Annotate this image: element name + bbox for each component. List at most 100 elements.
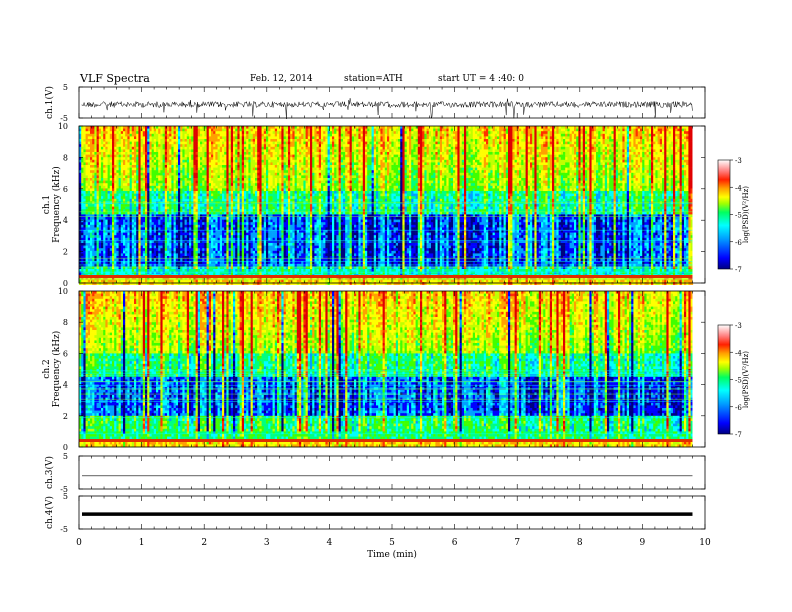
spectro-cell [114,237,117,241]
spectro-cell [116,139,119,142]
spectro-cell [191,243,194,246]
spectro-cell [83,204,86,207]
spectro-cell [156,230,159,233]
spectro-cell [107,191,111,194]
spectro-cell [94,201,97,205]
spectro-cell [116,128,119,132]
spectro-cell [125,209,128,213]
spectro-cell [129,196,133,200]
spectro-cell [101,201,104,205]
spectro-cell [140,230,144,233]
spectro-cell [189,232,192,236]
spectro-cell [173,261,177,265]
spectro-cell [81,191,84,194]
spectro-cell [103,237,106,241]
spectro-cell [202,204,205,207]
spectro-cell [180,149,183,153]
spectro-cell [98,211,102,215]
spectro-cell [79,139,82,142]
spectro-cell [105,175,108,179]
spectro-cell [167,178,170,181]
spectro-cell [160,245,163,249]
spectro-cell [241,201,245,205]
spectro-cell [244,133,247,137]
spectro-cell [105,157,108,161]
spectro-cell [129,248,133,252]
spectro-cell [107,279,111,283]
spectro-cell [195,222,199,226]
spectro-cell [160,248,163,252]
spectro-cell [182,198,185,202]
spectro-cell [193,227,196,231]
spectro-cell [127,248,130,252]
spectro-cell [123,271,126,275]
spectro-cell [125,196,128,200]
spectro-cell [226,269,229,272]
spectro-cell [96,209,100,213]
spectro-cell [208,165,212,168]
spectro-cell [98,219,102,223]
spectro-cell [79,206,82,210]
spectro-cell [175,258,179,262]
spectro-cell [208,146,212,150]
spectro-cell [173,201,177,205]
spectro-cell [208,217,212,220]
spectro-cell [85,271,89,275]
spectro-cell [81,170,84,174]
spectro-cell [173,183,177,187]
spectro-cell [129,230,133,233]
spectro-cell [206,178,210,181]
spectro-cell [125,126,128,129]
spectro-cell [90,162,93,166]
spectro-cell [171,230,174,233]
spectro-cell [134,227,137,231]
spectro-cell [160,209,163,213]
spectro-cell [206,276,210,280]
spectro-cell [134,211,137,215]
spectro-cell [182,279,185,283]
spectro-cell [116,282,119,285]
spectro-cell [160,193,163,197]
spectro-cell [85,196,89,200]
spectro-cell [125,167,128,171]
spectro-cell [136,279,139,283]
spectro-cell [186,170,190,174]
spectro-cell [250,139,254,142]
spectro-cell [149,139,152,142]
spectro-cell [219,258,223,262]
spectro-cell [193,136,196,140]
spectro-cell [239,222,243,226]
spectro-cell [222,214,225,218]
spectro-cell [180,271,183,275]
spectro-cell [136,131,139,135]
spectro-cell [114,157,117,161]
spectro-cell [186,253,190,257]
spectro-cell [235,185,238,189]
spectro-cell [81,256,84,259]
spectro-cell [90,131,93,135]
spectro-cell [219,188,223,192]
spectro-cell [162,170,166,174]
spectro-cell [204,131,207,135]
spectro-cell [237,237,240,241]
spectro-cell [197,243,201,246]
spectro-cell [147,263,150,267]
spectro-cell [101,245,104,249]
spectro-cell [233,214,236,218]
spectro-cell [197,263,201,267]
spectro-cell [136,217,139,220]
spectro-cell [184,282,188,285]
spectro-cell [87,167,91,171]
spectro-cell [138,227,141,231]
spectro-cell [103,131,106,135]
spectro-cell [116,183,119,187]
spectro-cell [241,167,245,171]
spectro-cell [167,224,170,228]
spectro-cell [116,198,119,202]
spectro-cell [189,266,192,270]
spectro-cell [164,248,168,252]
spectro-cell [83,183,86,187]
spectro-cell [101,198,104,202]
spectro-cell [114,282,117,285]
spectro-cell [138,146,141,150]
